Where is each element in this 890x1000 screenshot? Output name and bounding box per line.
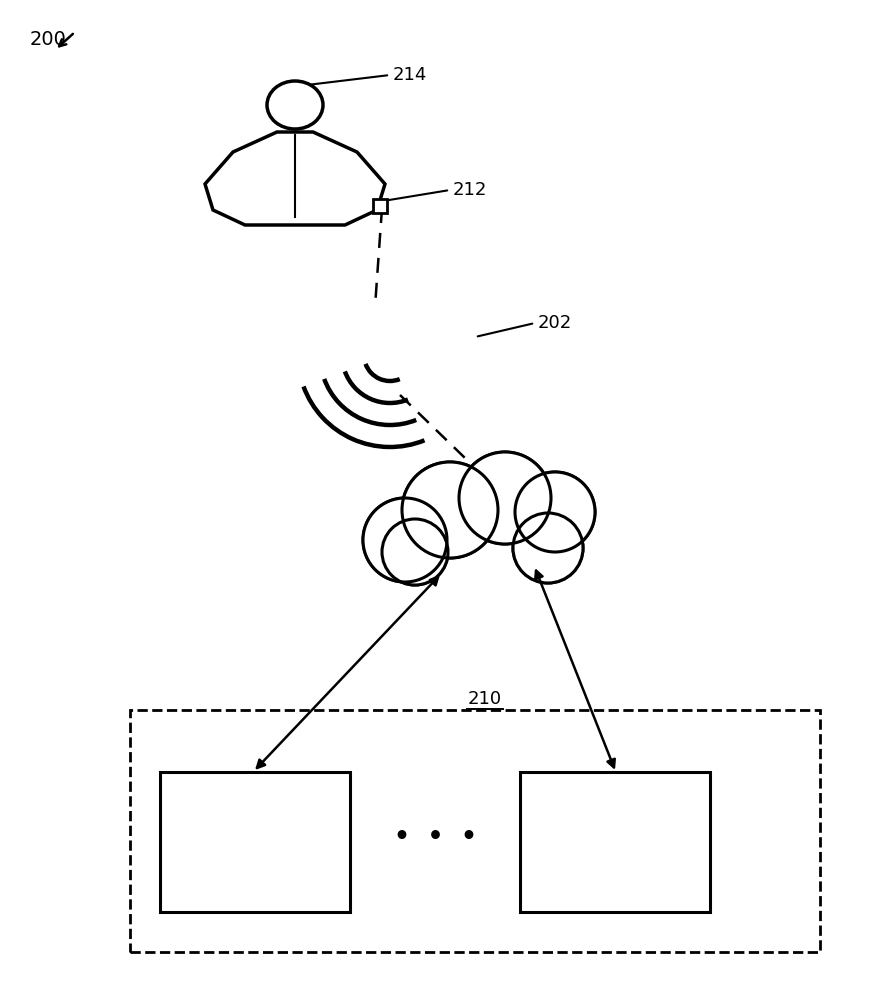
Bar (373, 199, 387, 213)
Circle shape (513, 513, 583, 583)
Text: 计算设备: 计算设备 (233, 815, 277, 833)
Text: 208: 208 (598, 853, 632, 871)
Text: 212: 212 (453, 181, 488, 199)
Circle shape (459, 452, 551, 544)
Circle shape (515, 472, 595, 552)
Circle shape (403, 463, 497, 557)
Circle shape (364, 499, 446, 581)
Circle shape (383, 520, 447, 584)
Bar (130, 710, 820, 952)
Text: 网络: 网络 (467, 492, 492, 512)
Circle shape (363, 498, 447, 582)
Text: •  •  •: • • • (393, 825, 476, 849)
Text: 204: 204 (460, 470, 500, 490)
Text: 214: 214 (393, 66, 427, 84)
Bar (520, 772, 710, 912)
Text: 210: 210 (468, 690, 502, 708)
Circle shape (382, 519, 448, 585)
Text: 206: 206 (238, 853, 272, 871)
Text: 计算设备: 计算设备 (594, 815, 636, 833)
Circle shape (516, 473, 594, 551)
Circle shape (402, 462, 498, 558)
Circle shape (460, 453, 550, 543)
Text: 200: 200 (30, 30, 67, 49)
Circle shape (514, 514, 582, 582)
Text: 202: 202 (538, 314, 572, 332)
Bar (160, 772, 350, 912)
